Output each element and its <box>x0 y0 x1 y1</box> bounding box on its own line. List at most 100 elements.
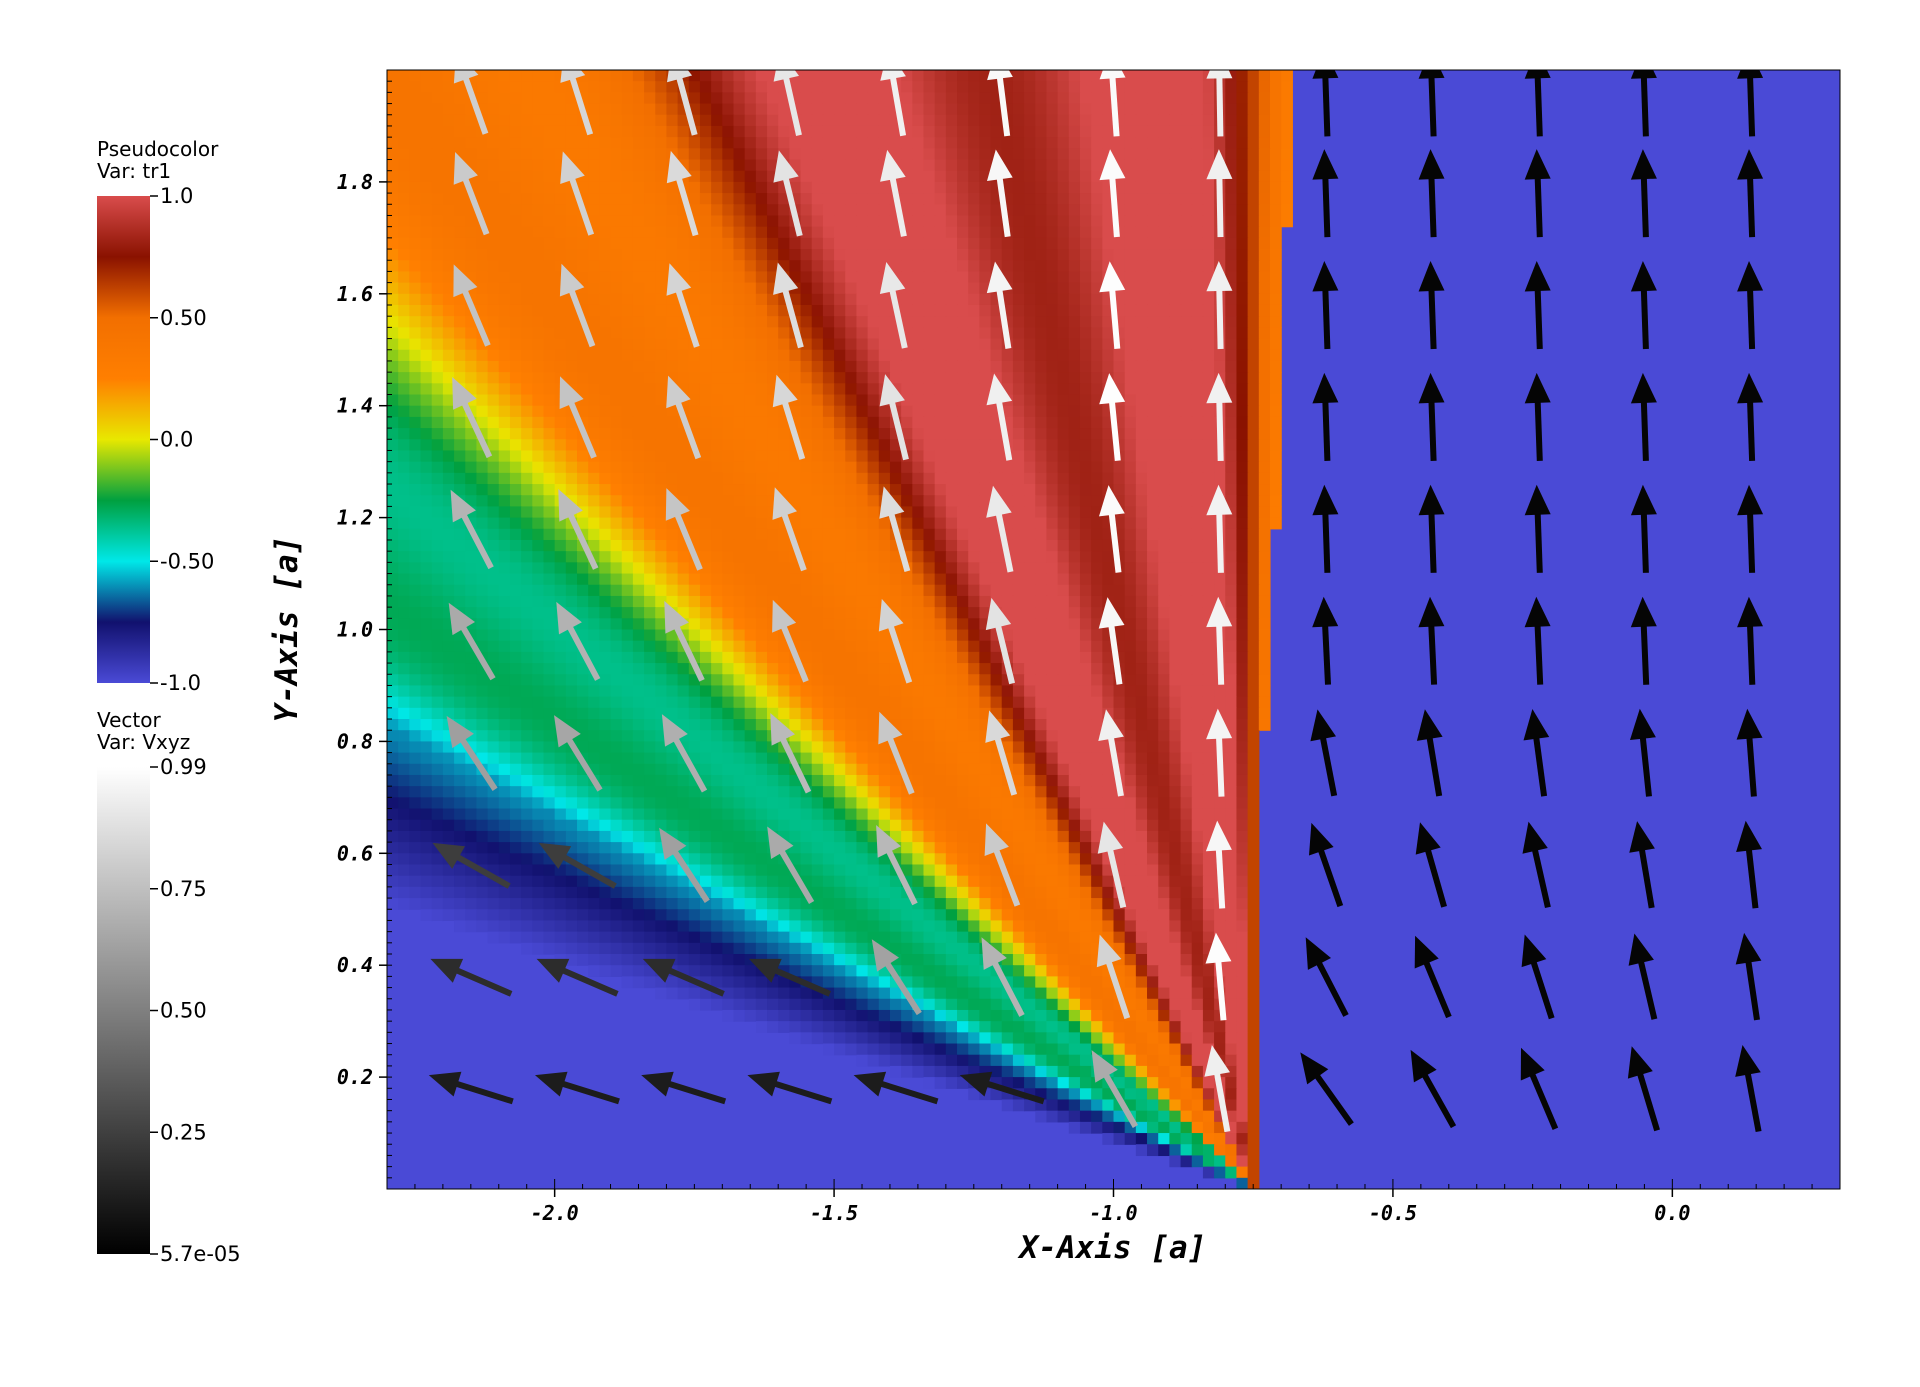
field-cell <box>398 249 410 261</box>
field-cell <box>923 428 936 440</box>
field-cell <box>554 763 567 776</box>
field-cell <box>532 148 545 161</box>
field-cell <box>688 372 701 384</box>
field-cell <box>945 595 958 608</box>
field-cell <box>1258 595 1271 608</box>
field-cell <box>767 450 779 463</box>
field-cell <box>398 204 410 217</box>
field-cell <box>487 159 500 172</box>
field-cell <box>733 293 746 306</box>
field-cell <box>632 92 645 105</box>
field-cell <box>1247 193 1260 205</box>
field-cell <box>409 125 422 138</box>
field-cell <box>1102 81 1115 93</box>
field-cell <box>699 595 712 608</box>
field-cell <box>1035 472 1048 485</box>
field-cell <box>822 304 835 317</box>
field-cell <box>800 730 813 742</box>
field-cell <box>912 372 925 384</box>
field-cell <box>487 282 500 295</box>
field-cell <box>1035 372 1048 384</box>
field-cell <box>979 338 992 351</box>
field-cell <box>387 506 399 519</box>
field-cell <box>1169 730 1182 742</box>
field-cell <box>1024 282 1036 295</box>
field-cell <box>1035 237 1048 250</box>
field-cell <box>487 573 500 586</box>
field-cell <box>1068 416 1081 429</box>
field-cell <box>599 338 612 351</box>
field-cell <box>934 394 947 407</box>
field-cell <box>934 528 947 541</box>
field-cell <box>644 539 656 552</box>
field-cell <box>979 629 992 642</box>
field-cell <box>990 125 1003 138</box>
field-cell <box>1225 159 1238 172</box>
field-cell <box>1236 461 1249 474</box>
field-cell <box>767 372 779 384</box>
field-cell <box>498 92 511 105</box>
field-cell <box>979 148 992 161</box>
field-cell <box>565 81 578 93</box>
field-cell <box>822 237 835 250</box>
field-cell <box>867 439 880 452</box>
field-cell <box>856 595 869 608</box>
field-cell <box>1001 137 1014 149</box>
field-cell <box>722 316 735 328</box>
field-cell <box>532 293 545 306</box>
field-cell <box>711 349 723 362</box>
field-cell <box>543 472 556 485</box>
field-cell <box>621 685 634 698</box>
field-cell <box>476 506 489 519</box>
field-cell <box>1147 249 1159 261</box>
field-cell <box>1057 607 1070 619</box>
field-cell <box>1046 674 1059 687</box>
field-cell <box>509 618 522 631</box>
field-cell <box>856 719 869 731</box>
field-cell <box>1024 640 1036 653</box>
field-cell <box>666 237 679 250</box>
field-cell <box>454 137 466 149</box>
field-cell <box>1202 249 1215 261</box>
field-cell <box>878 260 891 273</box>
field-cell <box>979 696 992 709</box>
field-cell <box>532 338 545 351</box>
field-cell <box>532 752 545 765</box>
field-cell <box>1024 159 1036 172</box>
field-cell <box>1247 81 1260 93</box>
field-cell <box>487 394 500 407</box>
field-cell <box>532 394 545 407</box>
field-cell <box>822 249 835 261</box>
field-cell <box>610 92 623 105</box>
field-cell <box>767 148 779 161</box>
field-cell <box>800 137 813 149</box>
field-cell <box>1012 293 1025 306</box>
field-cell <box>677 696 690 709</box>
field-cell <box>912 730 925 742</box>
field-cell <box>442 674 455 687</box>
field-cell <box>811 607 824 619</box>
field-cell <box>744 316 757 328</box>
field-cell <box>1091 316 1103 328</box>
field-cell <box>1024 394 1036 407</box>
field-cell <box>979 260 992 273</box>
field-cell <box>487 495 500 508</box>
field-cell <box>979 450 992 463</box>
field-cell <box>1247 103 1260 116</box>
field-cell <box>521 674 533 687</box>
field-cell <box>565 249 578 261</box>
field-cell <box>1124 81 1137 93</box>
field-cell <box>554 663 567 675</box>
field-cell <box>1247 517 1260 530</box>
field-cell <box>1091 461 1103 474</box>
field-cell <box>509 607 522 619</box>
field-cell <box>1225 562 1238 575</box>
field-cell <box>733 663 746 675</box>
field-cell <box>934 125 947 138</box>
field-cell <box>1147 685 1159 698</box>
field-cell <box>521 293 533 306</box>
field-cell <box>610 170 623 183</box>
field-cell <box>990 663 1003 675</box>
field-cell <box>1091 304 1103 317</box>
field-cell <box>733 148 746 161</box>
